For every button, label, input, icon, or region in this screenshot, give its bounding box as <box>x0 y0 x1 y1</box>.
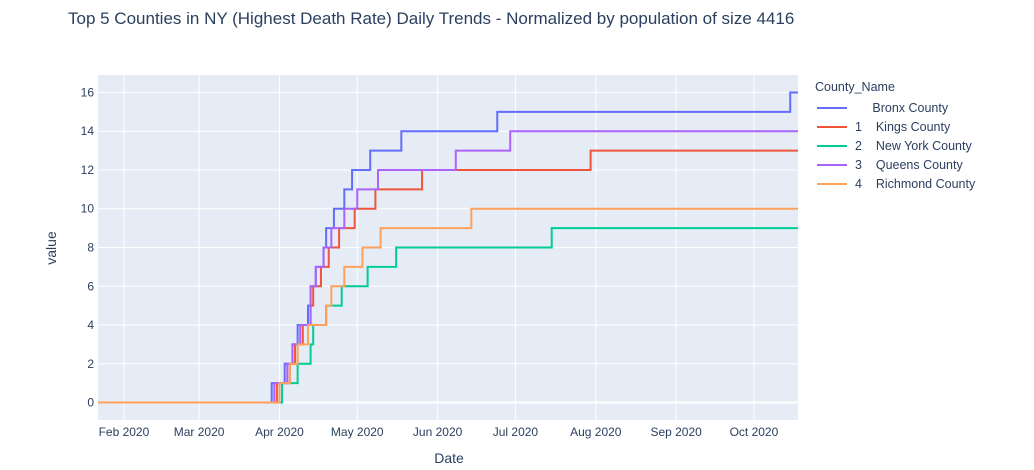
axis-labels: Feb 2020 Mar 2020 Apr 2020 May 2020 Jun 2020… <box>81 85 779 439</box>
y-tick-label: 8 <box>87 241 94 255</box>
x-tick-label: Mar 2020 <box>174 425 225 439</box>
legend: County_Name Bronx County 1 Kings County 2 … <box>815 80 975 193</box>
legend-swatch <box>817 144 847 147</box>
x-tick-label: May 2020 <box>331 425 384 439</box>
legend-item-1[interactable]: 1 Kings County <box>815 117 975 136</box>
x-axis-title: Date <box>434 450 464 466</box>
x-tick-label: Feb 2020 <box>99 425 150 439</box>
legend-item-0[interactable]: Bronx County <box>815 98 975 117</box>
y-tick-label: 16 <box>81 85 95 99</box>
legend-label: 2 New York County <box>855 138 972 153</box>
series-line-3[interactable] <box>98 130 798 404</box>
chart-title: Top 5 Counties in NY (Highest Death Rate… <box>68 9 795 28</box>
legend-items: Bronx County 1 Kings County 2 New York Cou… <box>815 98 975 193</box>
y-axis-title: value <box>43 231 59 265</box>
legend-label: 3 Queens County <box>855 157 963 172</box>
legend-label: 4 Richmond County <box>855 176 976 191</box>
y-tick-label: 12 <box>81 163 95 177</box>
legend-swatch <box>817 106 847 109</box>
legend-title: County_Name <box>815 80 895 94</box>
legend-item-2[interactable]: 2 New York County <box>815 136 975 155</box>
legend-swatch <box>817 182 847 185</box>
legend-item-3[interactable]: 3 Queens County <box>815 155 975 174</box>
x-tick-label: Jun 2020 <box>413 425 463 439</box>
legend-label: 1 Kings County <box>855 119 951 134</box>
y-tick-label: 14 <box>81 124 95 138</box>
legend-swatch <box>817 163 847 166</box>
y-tick-label: 6 <box>87 279 94 293</box>
x-tick-label: Sep 2020 <box>650 425 702 439</box>
y-tick-label: 10 <box>81 202 95 216</box>
y-tick-label: 0 <box>87 396 94 410</box>
legend-label: Bronx County <box>855 100 949 115</box>
y-tick-label: 4 <box>87 318 94 332</box>
x-tick-label: Apr 2020 <box>255 425 304 439</box>
series-line-4[interactable] <box>98 207 798 404</box>
legend-item-4[interactable]: 4 Richmond County <box>815 174 975 193</box>
legend-swatch <box>817 125 847 128</box>
y-tick-label: 2 <box>87 357 94 371</box>
series-lines <box>98 91 798 404</box>
x-tick-label: Oct 2020 <box>730 425 779 439</box>
x-tick-label: Jul 2020 <box>493 425 539 439</box>
x-tick-label: Aug 2020 <box>570 425 622 439</box>
